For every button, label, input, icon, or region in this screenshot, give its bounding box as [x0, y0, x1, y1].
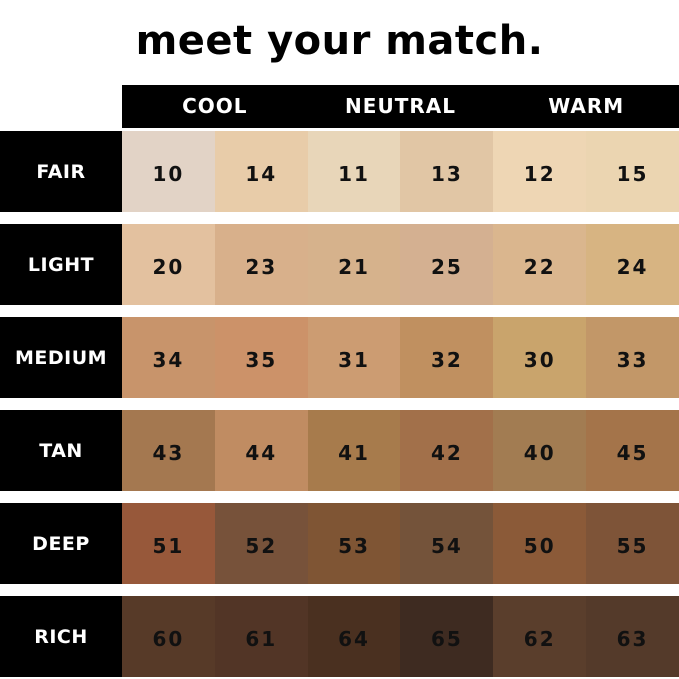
shade-swatch: 52 [214, 503, 308, 584]
shade-swatch: 25 [400, 224, 494, 305]
shade-swatch: 41 [307, 410, 401, 491]
shade-swatch: 13 [400, 131, 494, 212]
shade-swatch: 33 [586, 317, 679, 398]
row-label: LIGHT [0, 224, 122, 305]
shade-swatch: 31 [307, 317, 401, 398]
shade-swatch: 24 [586, 224, 679, 305]
shade-swatch: 14 [214, 131, 308, 212]
shade-swatch: 15 [586, 131, 679, 212]
row-label: DEEP [0, 503, 122, 584]
shade-swatch: 61 [214, 596, 308, 677]
shade-swatch: 23 [214, 224, 308, 305]
shade-swatch: 11 [307, 131, 401, 212]
shade-swatch: 64 [307, 596, 401, 677]
column-header-warm: WARM [548, 94, 625, 118]
shade-row-fair: FAIR 10 14 11 13 12 15 [0, 131, 679, 212]
shade-swatch: 32 [400, 317, 494, 398]
page-title: meet your match. [135, 18, 544, 64]
shade-swatch: 40 [493, 410, 587, 491]
shade-swatch: 34 [122, 317, 215, 398]
column-header-cool: COOL [182, 94, 248, 118]
shade-swatch: 54 [400, 503, 494, 584]
shade-swatch: 50 [493, 503, 587, 584]
column-header-neutral: NEUTRAL [345, 94, 456, 118]
shade-row-medium: MEDIUM 34 35 31 32 30 33 [0, 317, 679, 398]
shade-swatch: 10 [122, 131, 215, 212]
shade-swatch: 44 [214, 410, 308, 491]
shade-swatch: 20 [122, 224, 215, 305]
shade-swatch: 42 [400, 410, 494, 491]
shade-swatch: 30 [493, 317, 587, 398]
row-label: RICH [0, 596, 122, 677]
shade-row-rich: RICH 60 61 64 65 62 63 [0, 596, 679, 677]
shade-swatch: 51 [122, 503, 215, 584]
row-label: MEDIUM [0, 317, 122, 398]
shade-swatch: 63 [586, 596, 679, 677]
shade-swatch: 22 [493, 224, 587, 305]
shade-row-light: LIGHT 20 23 21 25 22 24 [0, 224, 679, 305]
shade-swatch: 45 [586, 410, 679, 491]
shade-swatch: 43 [122, 410, 215, 491]
shade-swatch: 55 [586, 503, 679, 584]
shade-row-deep: DEEP 51 52 53 54 50 55 [0, 503, 679, 584]
shade-swatch: 60 [122, 596, 215, 677]
shade-swatch: 21 [307, 224, 401, 305]
shade-swatch: 65 [400, 596, 494, 677]
undertone-header: COOL NEUTRAL WARM [122, 85, 679, 128]
shade-row-tan: TAN 43 44 41 42 40 45 [0, 410, 679, 491]
row-label: FAIR [0, 131, 122, 212]
shade-swatch: 35 [214, 317, 308, 398]
shade-swatch: 53 [307, 503, 401, 584]
row-label: TAN [0, 410, 122, 491]
shade-swatch: 12 [493, 131, 587, 212]
shade-swatch: 62 [493, 596, 587, 677]
